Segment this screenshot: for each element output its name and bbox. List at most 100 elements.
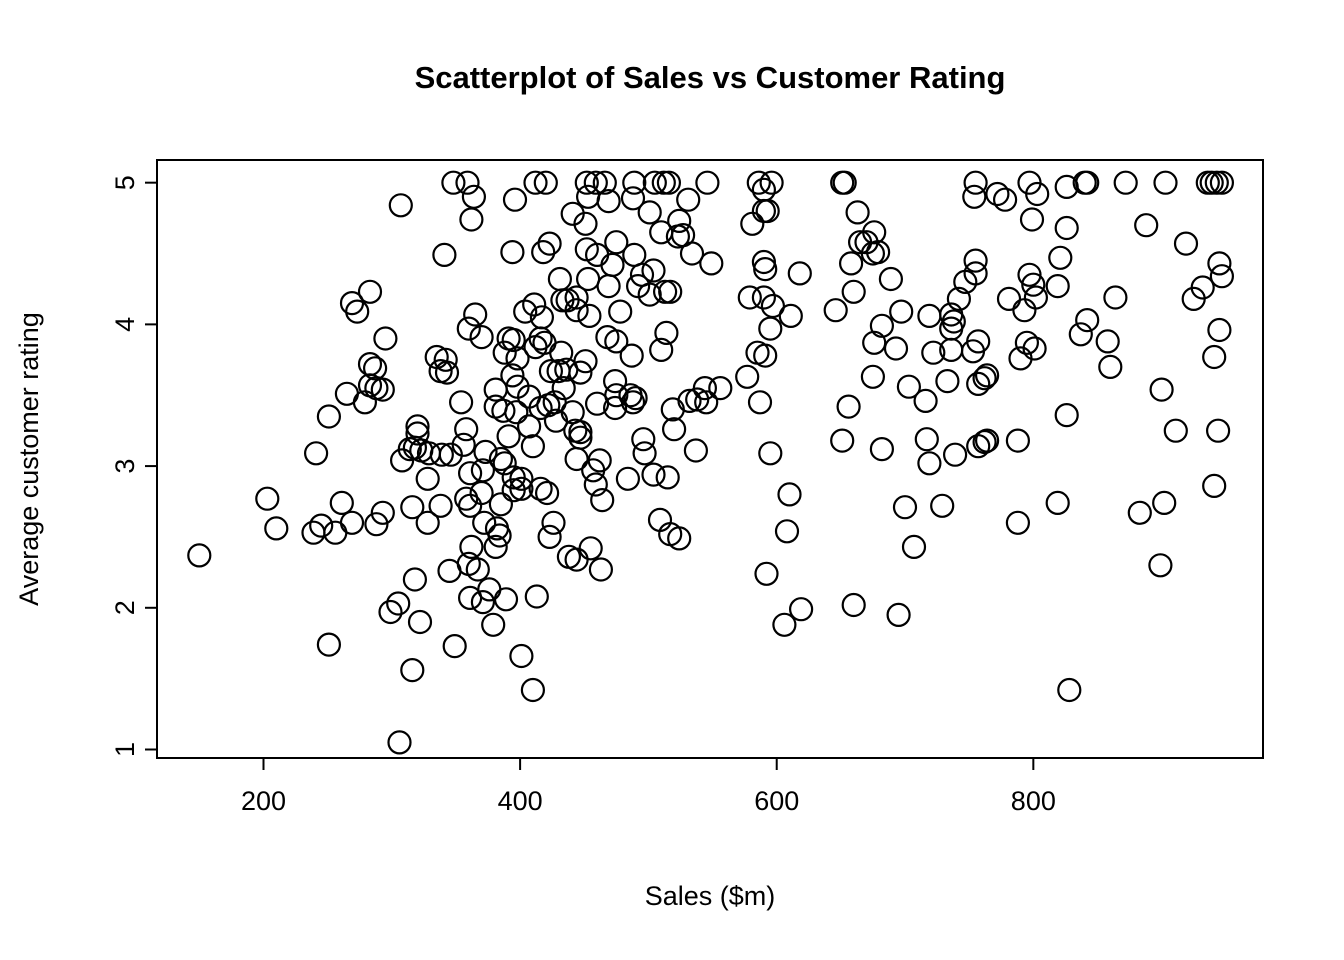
data-point	[1209, 170, 1235, 195]
data-point	[622, 170, 647, 195]
data-point	[483, 534, 508, 560]
data-point	[1209, 264, 1235, 289]
data-point	[772, 612, 797, 637]
data-point	[339, 510, 365, 535]
data-point	[914, 427, 939, 452]
data-point	[878, 266, 904, 292]
data-point	[996, 286, 1022, 311]
data-point	[491, 398, 516, 423]
data-point	[509, 476, 534, 501]
data-point	[492, 451, 517, 476]
data-point	[304, 441, 329, 466]
data-point	[429, 442, 454, 467]
data-point	[1023, 285, 1049, 310]
data-point	[830, 428, 855, 453]
data-point	[1095, 329, 1120, 354]
data-point	[574, 170, 599, 195]
data-point	[564, 298, 589, 323]
data-point	[667, 208, 692, 233]
data-point	[316, 404, 341, 429]
data-point	[604, 329, 629, 354]
data-point	[966, 329, 991, 354]
data-point	[596, 189, 621, 214]
data-point	[1045, 490, 1070, 515]
data-point	[889, 299, 914, 324]
data-point	[592, 170, 617, 195]
data-point	[1017, 262, 1042, 287]
data-point	[1045, 274, 1070, 299]
data-point	[568, 360, 593, 385]
data-point	[505, 346, 530, 371]
data-point	[637, 200, 662, 225]
data-point	[534, 480, 560, 506]
data-point	[695, 170, 720, 195]
data-point	[641, 462, 666, 487]
data-point	[500, 240, 525, 265]
data-point	[549, 340, 574, 365]
data-point	[488, 492, 513, 517]
data-point	[516, 414, 542, 439]
data-point	[433, 347, 458, 372]
data-point	[1152, 490, 1177, 515]
data-point	[387, 730, 412, 755]
data-point	[458, 461, 483, 486]
data-point	[543, 408, 569, 433]
data-point	[656, 170, 682, 195]
data-point	[1207, 317, 1232, 343]
data-point	[459, 534, 484, 560]
chart-title: Scatterplot of Sales vs Customer Rating	[415, 60, 1006, 95]
data-point	[623, 386, 648, 411]
data-point	[581, 458, 606, 483]
data-point	[264, 516, 289, 541]
data-point	[974, 428, 1000, 453]
data-point	[1134, 213, 1159, 238]
data-point	[619, 343, 644, 368]
x-axis-title: Sales ($m)	[645, 881, 776, 911]
data-point	[500, 363, 525, 388]
data-point	[402, 567, 427, 592]
data-point	[692, 376, 718, 401]
data-point	[753, 257, 778, 282]
data-point	[434, 360, 460, 385]
data-point	[522, 292, 547, 317]
data-point	[935, 369, 960, 394]
data-point	[699, 251, 724, 276]
data-point	[407, 609, 433, 635]
data-point	[694, 390, 719, 415]
data-point	[652, 279, 678, 304]
data-point	[608, 299, 633, 324]
data-point	[737, 285, 762, 310]
data-point	[400, 495, 425, 520]
data-point	[501, 478, 526, 503]
data-point	[677, 388, 702, 413]
data-point	[896, 374, 922, 399]
data-point	[901, 534, 927, 560]
data-point	[442, 633, 467, 659]
data-point	[463, 302, 488, 327]
y-tick-label: 3	[110, 459, 140, 474]
data-point	[755, 198, 780, 224]
data-point	[602, 395, 628, 421]
data-point	[886, 602, 911, 628]
data-point	[537, 231, 562, 256]
data-point	[493, 587, 519, 612]
data-point	[583, 170, 608, 195]
data-point	[531, 240, 556, 265]
data-point	[1202, 344, 1227, 370]
data-point	[564, 547, 589, 572]
data-point	[1021, 272, 1046, 297]
data-point	[774, 519, 800, 544]
data-point	[615, 466, 641, 491]
data-point	[1048, 245, 1073, 270]
data-point	[316, 632, 341, 657]
data-point	[942, 442, 968, 467]
data-point	[1153, 170, 1178, 195]
data-point	[620, 186, 646, 211]
data-point	[583, 472, 608, 497]
data-point	[963, 248, 988, 273]
data-point	[1014, 330, 1040, 355]
data-point	[564, 285, 589, 310]
data-point	[451, 432, 476, 457]
y-axis-title: Average customer rating	[14, 312, 44, 606]
data-point	[564, 446, 589, 472]
